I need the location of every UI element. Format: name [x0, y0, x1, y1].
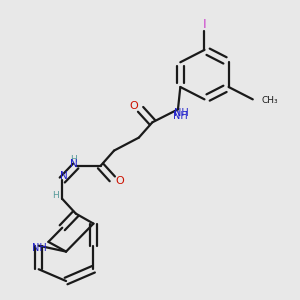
- Text: CH₃: CH₃: [261, 96, 278, 105]
- Text: NH: NH: [32, 243, 47, 253]
- Text: O: O: [115, 176, 124, 186]
- Text: I: I: [203, 18, 206, 31]
- Text: H: H: [52, 191, 59, 200]
- Text: NH: NH: [174, 108, 189, 118]
- Text: N: N: [60, 171, 68, 181]
- Text: NH: NH: [173, 111, 188, 121]
- Text: O: O: [130, 101, 139, 111]
- Text: N: N: [70, 158, 77, 169]
- Text: H: H: [70, 155, 77, 164]
